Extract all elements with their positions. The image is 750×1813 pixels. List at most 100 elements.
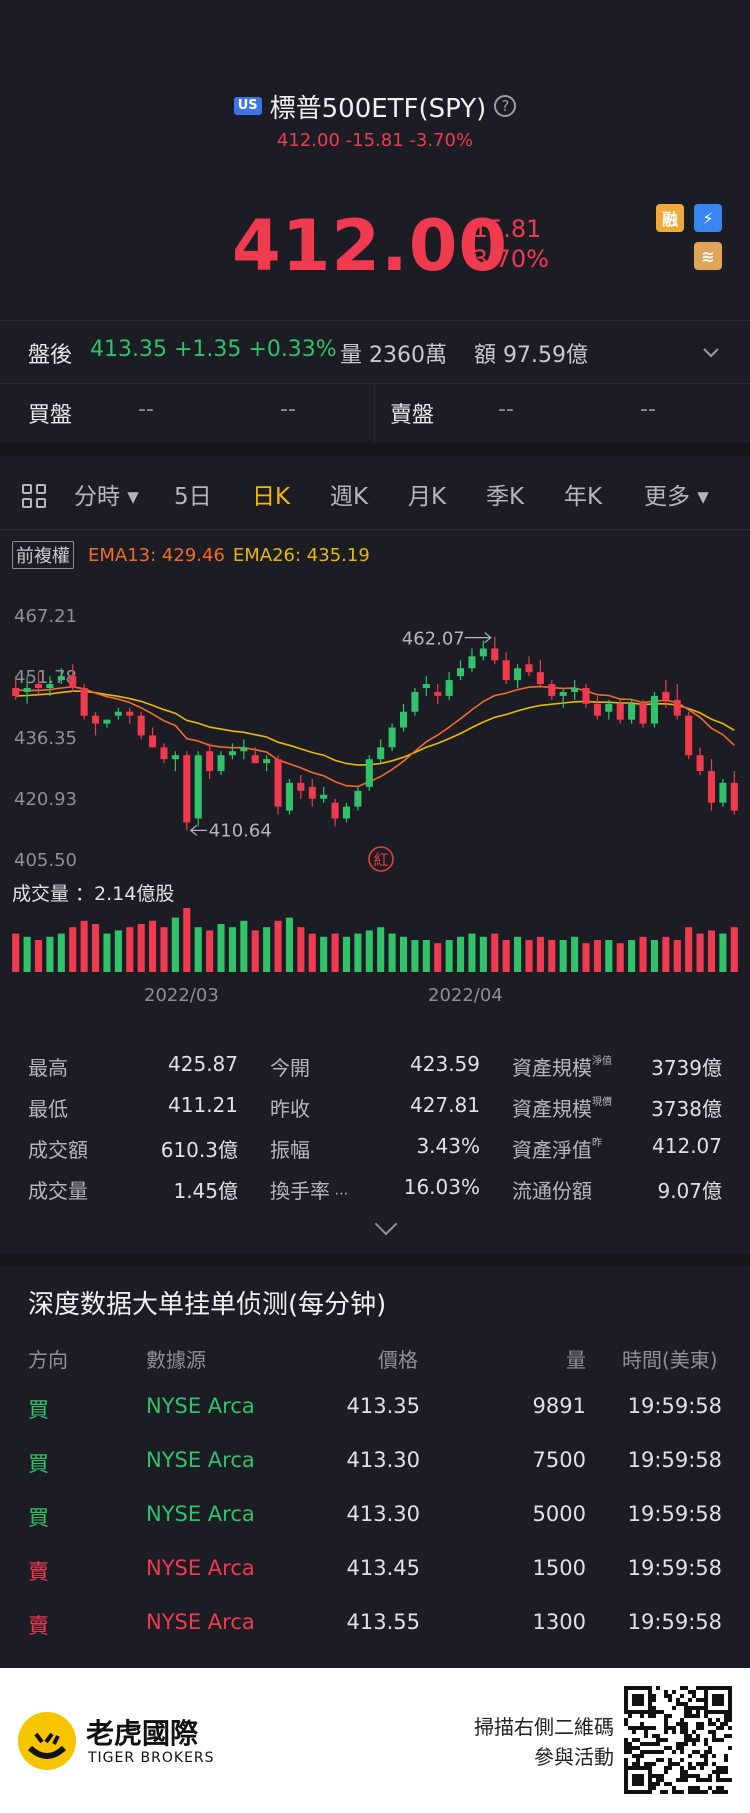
stat-label: 資產規模淨值: [512, 1056, 612, 1080]
stat-superscript: 昨: [592, 1138, 602, 1149]
volume-bar: [468, 933, 476, 972]
tab-intraday[interactable]: 分時 ▾: [74, 484, 139, 510]
stat-label: 成交額: [28, 1138, 88, 1162]
volume-bar: [525, 940, 533, 972]
candle: [479, 640, 487, 661]
tab-monthly-k[interactable]: 月K: [408, 484, 447, 510]
source-cell: NYSE Arca: [146, 1394, 255, 1418]
volume-bar: [217, 924, 225, 972]
volume-bar: [228, 927, 236, 972]
volume-bar: [365, 930, 373, 972]
grid-icon[interactable]: [22, 484, 48, 510]
y-tick-label: 436.35: [14, 728, 77, 749]
candle: [514, 664, 522, 689]
stat-value: 1.45億: [173, 1179, 238, 1203]
after-hours-label: 盤後: [28, 343, 73, 368]
tab-quarterly-k[interactable]: 季K: [486, 484, 525, 510]
price-cell: 413.30: [346, 1502, 420, 1526]
direction-cell: 買: [28, 1452, 49, 1476]
qr-code-icon: [624, 1686, 732, 1794]
candle: [114, 707, 122, 720]
tab-weekly-k[interactable]: 週K: [330, 484, 369, 510]
tab-yearly-k[interactable]: 年K: [564, 484, 603, 510]
after-hours-row[interactable]: 盤後 413.35 +1.35 +0.33% 量 2360萬 額 97.59億: [0, 320, 750, 384]
price-cell: 413.35: [346, 1394, 420, 1418]
flash-trade-icon[interactable]: ⚡: [694, 204, 722, 232]
volume-bar: [80, 920, 88, 972]
sub-quote: 412.00 -15.81 -3.70%: [276, 130, 474, 151]
candle: [491, 636, 499, 665]
depth-table: 深度数据大单挂单侦测(每分钟) 方向 數據源 價格 量 時間(美東) 買 NYSE…: [0, 1266, 750, 1666]
time-cell: 19:59:58: [627, 1556, 722, 1580]
ask-price: --: [498, 397, 514, 422]
question-circle-icon[interactable]: ?: [494, 95, 517, 117]
volume-bar: [308, 933, 316, 972]
brand-name: 老虎國際: [86, 1717, 199, 1750]
time-cell: 19:59:58: [627, 1394, 722, 1418]
candle: [23, 676, 31, 704]
adjust-toggle[interactable]: 前複權: [12, 541, 74, 569]
title-row: US 標普500ETF(SPY) ?: [0, 86, 750, 126]
column-header: 價格: [378, 1348, 418, 1372]
volume-bar: [263, 927, 271, 972]
quantity-cell: 5000: [532, 1502, 586, 1526]
tab-5day[interactable]: 5日: [174, 484, 212, 510]
stat-label: 今開: [270, 1056, 310, 1080]
quantity-cell: 9891: [532, 1394, 586, 1418]
stat-label: 資產規模現價: [512, 1097, 612, 1121]
chevron-down-icon[interactable]: [702, 347, 720, 359]
candle: [149, 727, 157, 748]
price-cell: 413.45: [346, 1556, 420, 1580]
volume-bar: [92, 924, 100, 972]
direction-cell: 賣: [28, 1614, 49, 1638]
volume-chart[interactable]: [0, 904, 750, 974]
candle: [80, 684, 88, 720]
ask-label: 賣盤: [390, 403, 435, 428]
info-icon[interactable]: ⋯: [330, 1186, 349, 1202]
volume-bar: [434, 943, 442, 972]
ema26-line: [15, 690, 735, 766]
chart-period-tabs: 分時 ▾ 5日 日K 週K 月K 季K 年K 更多 ▾: [0, 455, 750, 530]
candle: [457, 660, 465, 681]
x-tick-label: 2022/03: [144, 985, 219, 1006]
column-header: 方向: [28, 1348, 68, 1372]
stat-value: 3.43%: [416, 1134, 480, 1158]
volume-label: 成交量 ：2.14億股: [12, 883, 175, 905]
direction-cell: 賣: [28, 1560, 49, 1584]
layers-icon[interactable]: ≋: [694, 242, 722, 270]
candle: [719, 778, 727, 807]
price-change: -15.81 -3.70%: [464, 214, 549, 274]
volume-bar: [388, 933, 396, 972]
tab-more[interactable]: 更多 ▾: [644, 484, 709, 510]
stat-superscript: 現價: [592, 1097, 612, 1108]
candle: [502, 652, 510, 685]
after-hours-amount: 額 97.59億: [474, 343, 588, 368]
volume-bar: [114, 930, 122, 972]
candle: [650, 691, 658, 728]
candle: [445, 672, 453, 700]
candle: [308, 778, 316, 807]
tab-daily-k[interactable]: 日K: [252, 484, 291, 510]
volume-bar: [126, 927, 134, 972]
stat-label: 昨收: [270, 1097, 310, 1121]
last-price: 412.00: [232, 205, 509, 287]
column-header: 數據源: [146, 1348, 206, 1372]
volume-bar: [628, 940, 636, 972]
quantity-cell: 1500: [532, 1556, 586, 1580]
candle: [274, 755, 282, 815]
candle: [685, 711, 693, 760]
stat-label: 換手率 ⋯: [270, 1179, 349, 1203]
candle: [34, 672, 43, 696]
margin-tag-icon[interactable]: 融: [656, 204, 684, 232]
candle: [730, 771, 738, 815]
volume-bar: [12, 933, 20, 972]
volume-bar: [377, 927, 385, 972]
stat-superscript: 淨值: [592, 1056, 612, 1067]
volume-bar: [593, 940, 601, 972]
chevron-down-icon[interactable]: [374, 1212, 398, 1236]
candlestick-chart[interactable]: 467.21 451.78 436.35 420.93 405.50 462.07 410…: [0, 600, 750, 880]
volume-bar: [285, 917, 293, 972]
candle: [605, 699, 613, 720]
candle: [183, 751, 191, 831]
price-cell: 413.55: [346, 1610, 420, 1634]
